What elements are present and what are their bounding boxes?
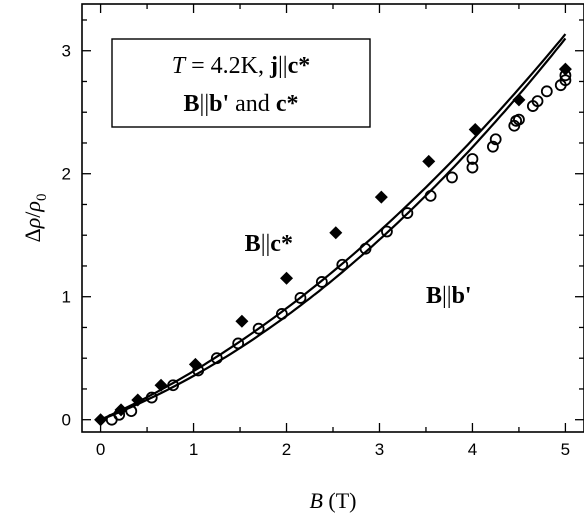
x-tick-label: 0	[96, 440, 105, 459]
tick-labels: 0 1 2 3 4 5 0 1 2 3	[62, 42, 571, 459]
circle-marker	[275, 308, 288, 320]
diamond-marker	[188, 357, 202, 371]
data-markers	[94, 62, 572, 427]
diamond-marker	[468, 122, 482, 136]
axis-ticks	[82, 4, 584, 432]
circle-marker	[401, 207, 414, 219]
x-tick-label: 2	[282, 440, 291, 459]
circle-marker	[446, 171, 458, 184]
x-tick-label: 4	[468, 440, 477, 459]
diamond-marker	[94, 413, 108, 427]
circle-marker	[381, 225, 393, 238]
legend-line-1: T = 4.2K, j||c*	[172, 53, 311, 79]
circle-marker	[113, 408, 126, 421]
diamond-marker	[422, 154, 436, 168]
circle-marker	[145, 391, 158, 404]
circle-marker	[315, 276, 328, 288]
legend-box	[111, 38, 371, 128]
x-tick-label: 5	[561, 440, 570, 459]
circle-marker	[294, 292, 307, 304]
x-tick-label: 1	[189, 440, 198, 459]
diamond-marker	[374, 190, 388, 204]
diamond-marker	[280, 271, 294, 285]
diamond-marker	[235, 314, 249, 328]
circle-marker	[513, 113, 525, 126]
y-tick-label: 1	[62, 288, 71, 307]
circle-marker	[192, 364, 205, 377]
circle-marker	[167, 379, 180, 392]
diamond-marker	[154, 378, 168, 392]
annotation-b-parallel-b: B||b'	[426, 283, 472, 309]
circle-marker	[559, 74, 572, 87]
circle-marker	[531, 95, 544, 108]
circle-marker	[359, 242, 372, 255]
y-tick-label: 0	[62, 411, 71, 430]
x-tick-label: 3	[375, 440, 384, 459]
circle-marker	[466, 161, 479, 174]
circle-marker	[486, 140, 499, 153]
circle-marker	[336, 258, 349, 271]
y-tick-label: 2	[62, 165, 71, 184]
circle-marker	[232, 337, 245, 350]
diamond-marker	[131, 393, 145, 407]
circle-marker	[559, 69, 572, 82]
circle-marker	[210, 352, 223, 365]
y-axis-title: Δρ/ρ0	[20, 194, 50, 243]
diamond-marker	[329, 226, 343, 240]
circle-marker	[125, 405, 138, 417]
fit-curve-c-star	[100, 33, 567, 421]
diamond-marker	[512, 93, 526, 107]
y-tick-label: 3	[62, 42, 71, 61]
legend-line-2: B||b' and c*	[184, 91, 299, 117]
circle-marker	[424, 189, 437, 202]
circle-marker	[252, 322, 265, 335]
circle-marker	[540, 85, 553, 98]
circle-marker	[466, 153, 479, 165]
annotation-b-parallel-c: B||c*	[245, 231, 293, 257]
x-axis-title: B (T)	[309, 488, 356, 513]
circle-marker	[489, 133, 502, 146]
